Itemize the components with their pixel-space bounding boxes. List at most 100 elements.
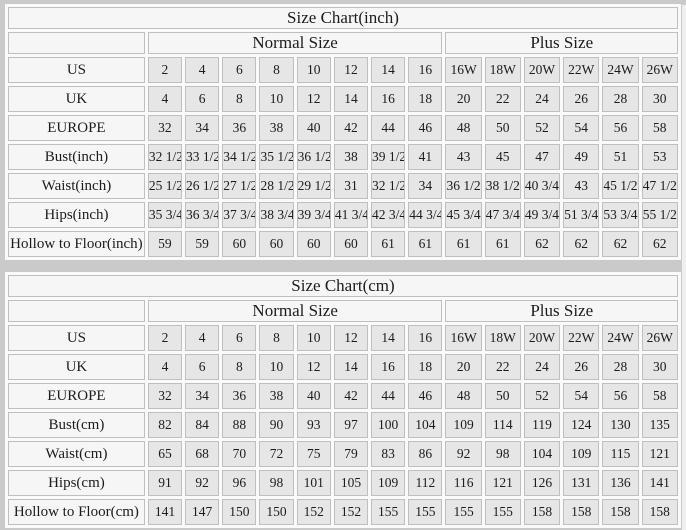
size-value-cell: 31 [333,173,369,199]
size-value-cell: 60 [222,231,257,257]
size-value-cell: 75 [296,441,331,467]
size-value-cell: 40 3/4 [523,173,561,199]
size-value-cell: 12 [296,354,331,380]
group-header-plus-size: Plus Size [445,300,678,322]
size-value-cell: 58 [641,115,678,141]
size-value-cell: 51 [602,144,639,170]
size-value-cell: 101 [296,470,331,496]
size-value-cell: 22W [563,325,600,351]
size-value-cell: 50 [484,115,521,141]
size-value-cell: 155 [371,499,406,525]
size-value-cell: 46 [408,383,443,409]
row-label: US [8,57,145,83]
size-value-cell: 112 [408,470,443,496]
size-value-cell: 86 [408,441,443,467]
size-value-cell: 155 [484,499,521,525]
size-value-cell: 158 [523,499,561,525]
size-value-cell: 55 1/2 [641,202,678,228]
table-row: Hollow to Floor(cm) 141 147 150 150 152 152 155… [8,499,678,525]
size-value-cell: 20 [445,354,482,380]
size-value-cell: 70 [222,441,257,467]
size-value-cell: 6 [185,354,220,380]
size-value-cell: 52 [523,115,561,141]
size-value-cell: 16 [371,354,406,380]
size-value-cell: 40 [296,115,331,141]
table-row: Waist(inch) 25 1/2 26 1/2 27 1/2 28 1/2 29 1/… [8,173,678,199]
row-label: UK [8,86,145,112]
size-value-cell: 141 [147,499,183,525]
table-row: Hips(inch) 35 3/4 36 3/4 37 3/4 38 3/4 39 3/4… [8,202,678,228]
size-value-cell: 24W [602,57,639,83]
size-value-cell: 124 [563,412,600,438]
size-value-cell: 14 [371,57,406,83]
size-value-cell: 130 [602,412,639,438]
table-row: Bust(inch) 32 1/2 33 1/2 34 1/2 35 1/2 36 1/2… [8,144,678,170]
row-label: Bust(inch) [8,144,145,170]
row-label: Hips(cm) [8,470,145,496]
size-value-cell: 56 [602,383,639,409]
size-value-cell: 10 [259,354,294,380]
size-value-cell: 14 [333,86,369,112]
size-value-cell: 47 [523,144,561,170]
size-value-cell: 6 [185,86,220,112]
size-value-cell: 39 3/4 [296,202,331,228]
size-value-cell: 158 [602,499,639,525]
size-value-cell: 136 [602,470,639,496]
size-value-cell: 96 [222,470,257,496]
size-value-cell: 34 [408,173,443,199]
size-value-cell: 45 1/2 [602,173,639,199]
size-value-cell: 35 1/2 [259,144,294,170]
size-value-cell: 32 1/2 [371,173,406,199]
size-value-cell: 4 [147,86,183,112]
size-value-cell: 115 [602,441,639,467]
size-value-cell: 29 1/2 [296,173,331,199]
size-value-cell: 33 1/2 [185,144,220,170]
size-value-cell: 2 [147,325,183,351]
size-value-cell: 98 [484,441,521,467]
size-value-cell: 61 [445,231,482,257]
group-header-normal-size: Normal Size [147,32,443,54]
size-value-cell: 16 [408,325,443,351]
row-label: Hips(inch) [8,202,145,228]
size-value-cell: 48 [445,383,482,409]
row-label: Hollow to Floor(cm) [8,499,145,525]
size-value-cell: 43 [563,173,600,199]
size-value-cell: 34 1/2 [222,144,257,170]
size-value-cell: 45 [484,144,521,170]
size-chart-cm-table: Size Chart(cm) Normal Size Plus Size US 2 4 6 8… [5,272,681,528]
size-value-cell: 8 [222,354,257,380]
size-value-cell: 36 [222,115,257,141]
size-value-cell: 18 [408,86,443,112]
group-header-row: Normal Size Plus Size [8,300,678,322]
size-value-cell: 28 1/2 [259,173,294,199]
size-value-cell: 8 [222,86,257,112]
size-value-cell: 22 [484,86,521,112]
size-value-cell: 51 3/4 [563,202,600,228]
size-value-cell: 90 [259,412,294,438]
size-value-cell: 104 [523,441,561,467]
size-value-cell: 158 [563,499,600,525]
row-label: Waist(cm) [8,441,145,467]
size-value-cell: 14 [333,354,369,380]
size-value-cell: 24 [523,86,561,112]
size-value-cell: 49 [563,144,600,170]
size-value-cell: 36 3/4 [185,202,220,228]
size-value-cell: 30 [641,86,678,112]
size-value-cell: 30 [641,354,678,380]
size-value-cell: 119 [523,412,561,438]
size-value-cell: 46 [408,115,443,141]
size-value-cell: 20W [523,325,561,351]
size-value-cell: 12 [296,86,331,112]
size-value-cell: 150 [259,499,294,525]
group-header-blank [8,32,145,54]
size-value-cell: 4 [185,57,220,83]
size-value-cell: 34 [185,383,220,409]
size-value-cell: 18W [484,325,521,351]
size-value-cell: 43 [445,144,482,170]
size-value-cell: 36 [222,383,257,409]
size-value-cell: 88 [222,412,257,438]
size-value-cell: 10 [296,325,331,351]
page-right-edge [682,5,686,530]
size-value-cell: 26 1/2 [185,173,220,199]
size-value-cell: 18W [484,57,521,83]
